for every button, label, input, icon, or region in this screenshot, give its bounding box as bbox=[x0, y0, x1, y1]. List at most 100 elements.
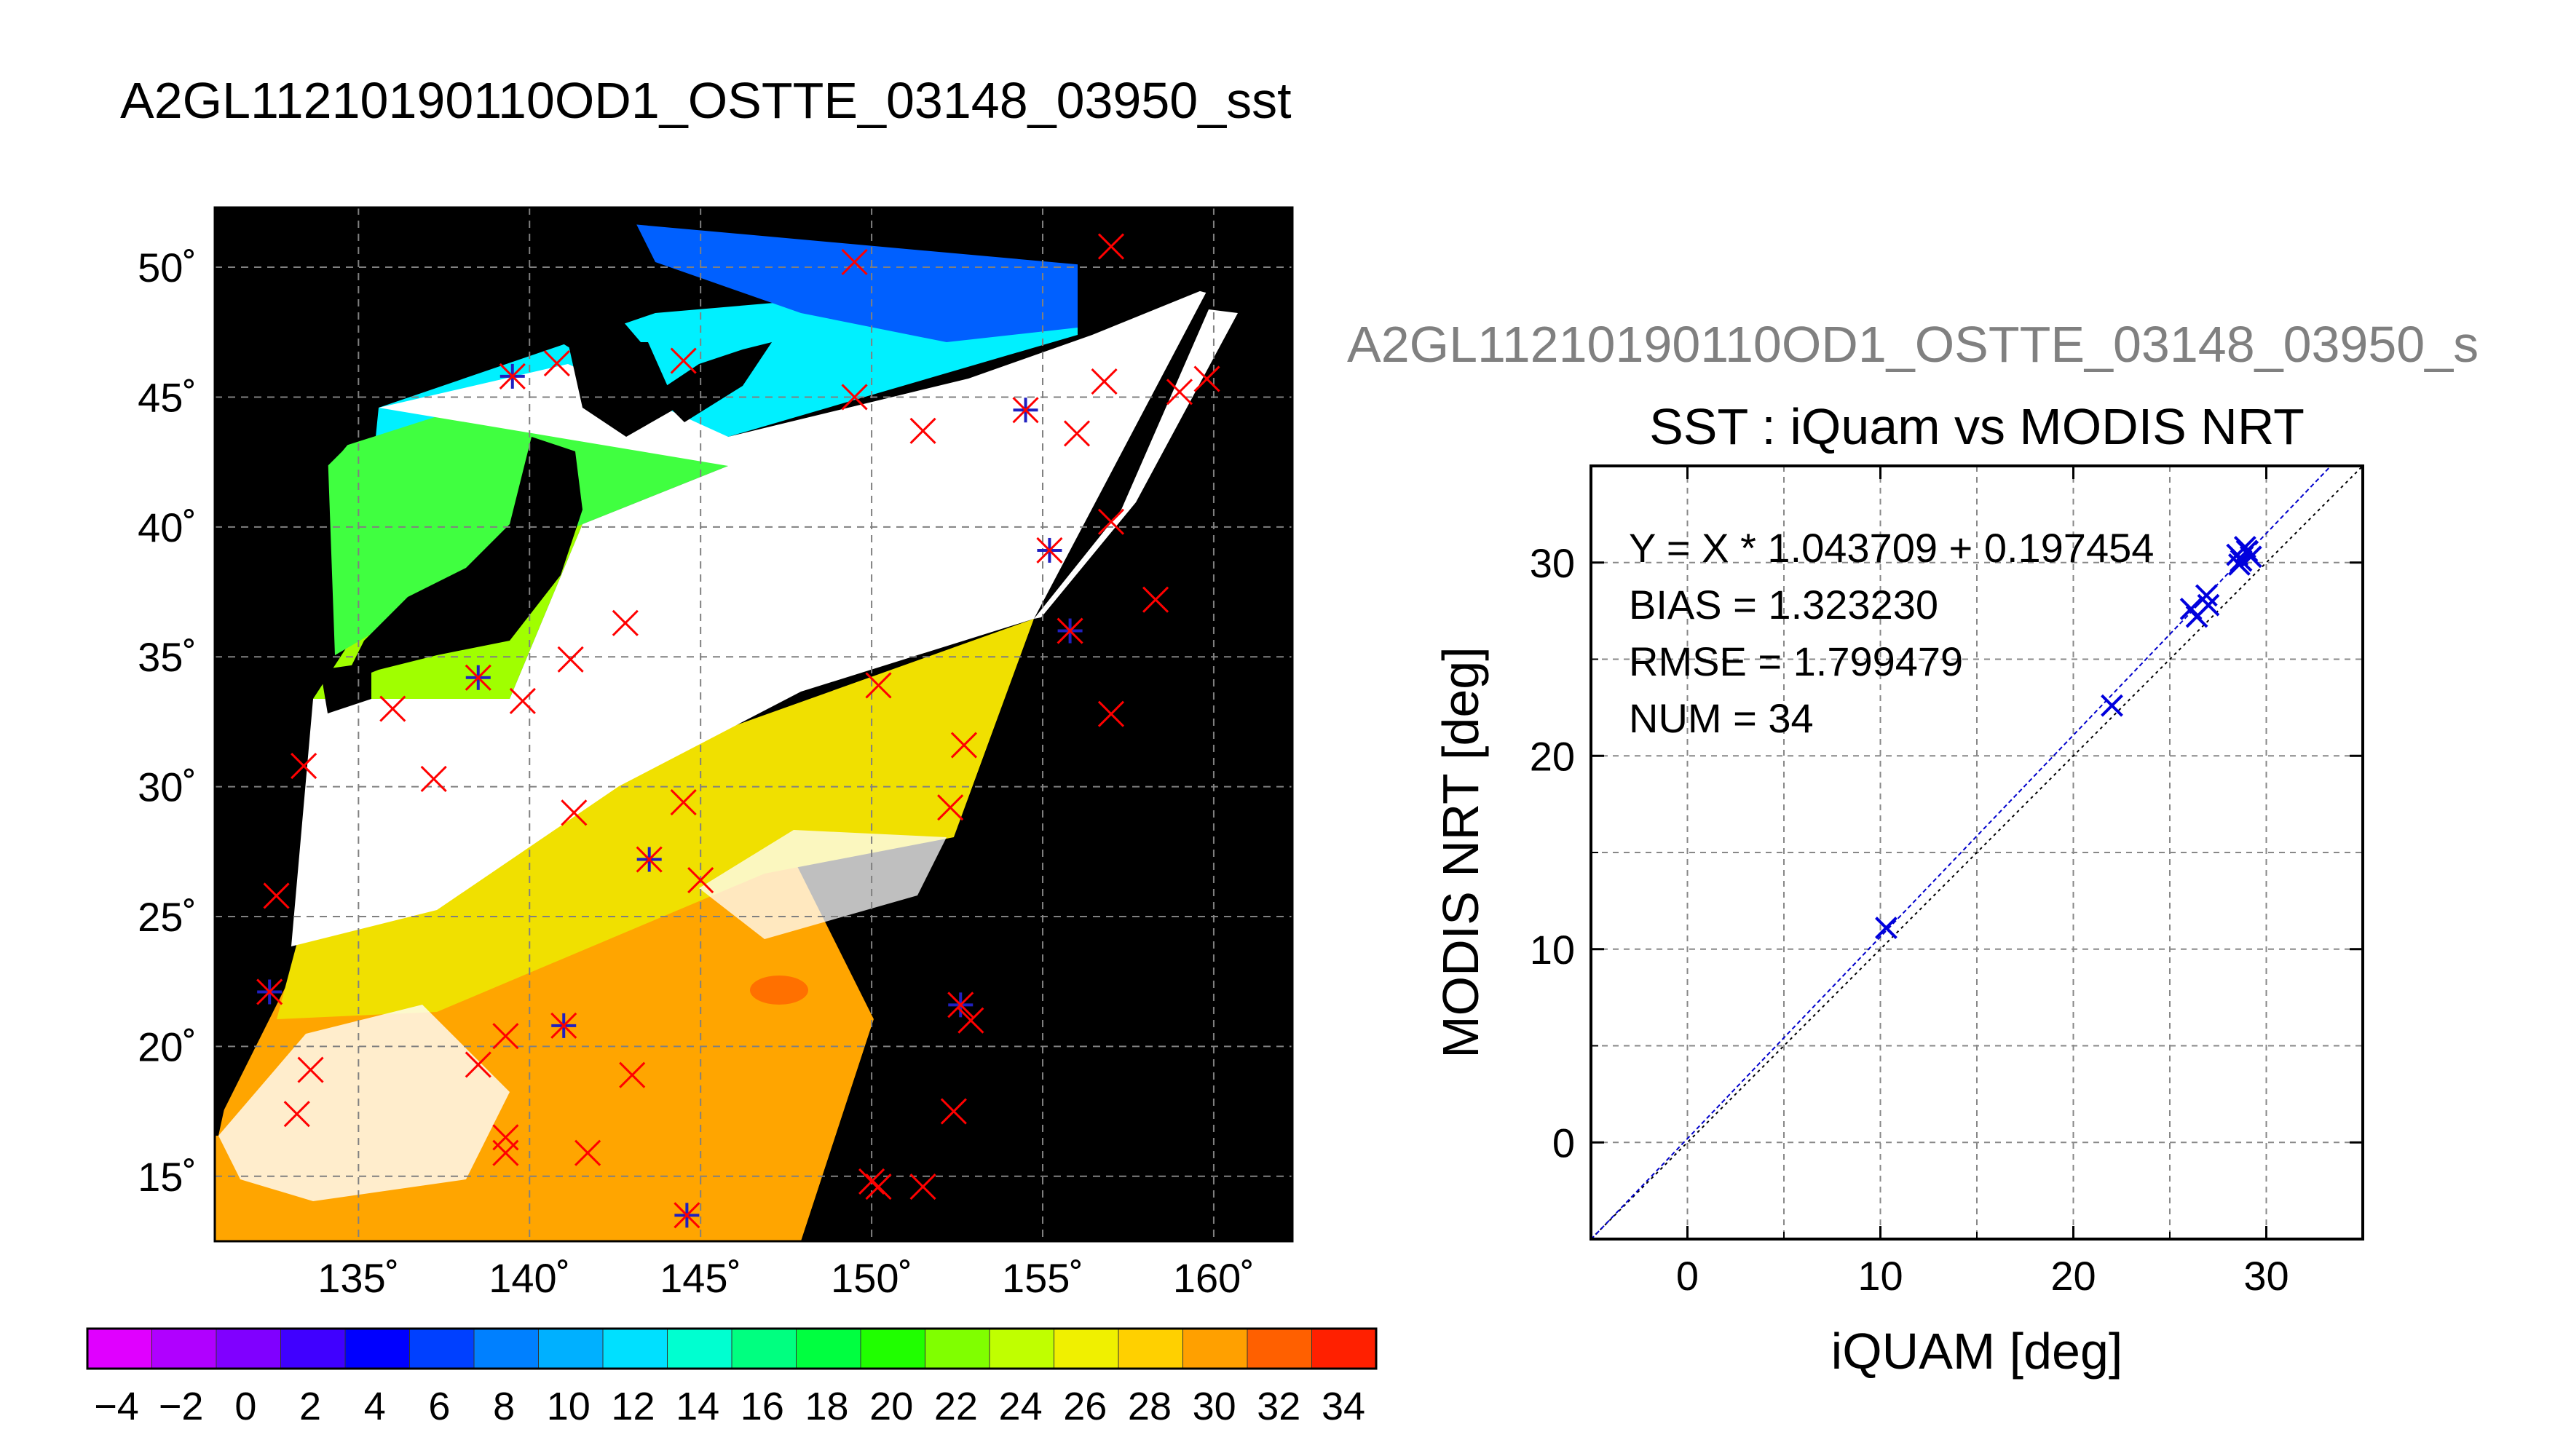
scatter-plot: SST : iQuam vs MODIS NRT 00101020203030 … bbox=[1432, 398, 2364, 1380]
y-tick-label: 20 bbox=[1530, 733, 1575, 779]
marker-stroke bbox=[670, 347, 697, 374]
marker-stroke bbox=[947, 992, 974, 1018]
marker-stroke bbox=[909, 1174, 936, 1200]
stats-annotations: Y = X * 1.043709 + 0.197454 BIAS = 1.3232… bbox=[1629, 525, 2154, 741]
matchup-marker bbox=[1097, 233, 1125, 260]
marker-stroke bbox=[950, 732, 978, 759]
identity-line bbox=[1591, 466, 2363, 1239]
matchup-marker bbox=[674, 1202, 700, 1229]
colorbar-cell bbox=[796, 1328, 861, 1369]
marker-stroke bbox=[291, 753, 317, 780]
marker-stroke bbox=[557, 646, 584, 673]
colorbar-cell bbox=[925, 1328, 990, 1369]
matchup-marker bbox=[937, 794, 964, 821]
marker-stroke bbox=[256, 978, 283, 1005]
longitude-label: 145˚ bbox=[660, 1255, 741, 1301]
figure-title: A2GL11210190110OD1_OSTTE_03148_03950_sst bbox=[120, 72, 1292, 129]
marker-stroke bbox=[619, 1061, 646, 1088]
matchup-marker bbox=[561, 799, 588, 826]
scatter-title: SST : iQuam vs MODIS NRT bbox=[1649, 398, 2305, 455]
data-point bbox=[2233, 536, 2256, 558]
warm-patch bbox=[750, 976, 808, 1005]
point-stroke bbox=[2101, 694, 2123, 717]
map-frame bbox=[213, 206, 1294, 1243]
colorbar-cell bbox=[1118, 1328, 1184, 1369]
matchup-marker bbox=[1166, 379, 1193, 405]
colorbar-frame bbox=[86, 1327, 1378, 1370]
y-axis-label: MODIS NRT [deg] bbox=[1432, 646, 1489, 1058]
marker-stroke bbox=[379, 695, 406, 722]
marker-stroke bbox=[1057, 617, 1083, 644]
marker-stroke bbox=[561, 799, 588, 826]
matchup-marker bbox=[841, 248, 868, 275]
matchup-marker bbox=[636, 846, 663, 873]
latitude-label: 45˚ bbox=[138, 374, 197, 420]
latitude-label: 20˚ bbox=[138, 1024, 197, 1069]
marker-stroke bbox=[465, 1051, 491, 1078]
marker-stroke bbox=[674, 1202, 700, 1229]
colorbar-label: 12 bbox=[611, 1385, 655, 1428]
colorbar-cell bbox=[87, 1328, 153, 1369]
matchup-marker bbox=[509, 687, 536, 714]
fit-line bbox=[1591, 466, 2332, 1239]
colorbar-label: 32 bbox=[1257, 1385, 1300, 1428]
longitude-label: 155˚ bbox=[1002, 1255, 1083, 1301]
matchup-marker bbox=[557, 646, 584, 673]
stats-annotation: BIAS = 1.323230 bbox=[1629, 582, 1938, 628]
latitude-label: 50˚ bbox=[138, 245, 197, 290]
matchup-marker bbox=[263, 882, 290, 909]
colorbar-label: 28 bbox=[1128, 1385, 1172, 1428]
colorbar-cell bbox=[989, 1328, 1055, 1369]
colorbar-label: −4 bbox=[94, 1385, 139, 1428]
data-point bbox=[2101, 694, 2123, 717]
colorbar-label: 8 bbox=[493, 1385, 515, 1428]
cloud-region-mid bbox=[699, 830, 947, 939]
marker-stroke bbox=[1142, 586, 1169, 613]
colorbar-label: 30 bbox=[1193, 1385, 1236, 1428]
stats-annotation: RMSE = 1.799479 bbox=[1629, 638, 1963, 684]
marker-stroke bbox=[550, 1012, 577, 1039]
sst-band-yellow bbox=[277, 619, 1034, 1019]
marker-stroke bbox=[670, 788, 697, 816]
matchup-marker bbox=[465, 1051, 491, 1078]
marker-stroke bbox=[1063, 420, 1091, 447]
matchup-marker bbox=[297, 1056, 324, 1083]
colorbar-cell bbox=[1247, 1328, 1313, 1369]
cloud-region-south bbox=[218, 1005, 510, 1201]
marker-stroke bbox=[841, 384, 868, 411]
marker-stroke bbox=[841, 248, 868, 275]
matchup-marker bbox=[909, 1174, 936, 1200]
point-stroke bbox=[2233, 536, 2256, 558]
marker-stroke bbox=[940, 1098, 967, 1125]
matchup-marker bbox=[865, 672, 892, 699]
x-tick-label: 0 bbox=[1676, 1253, 1699, 1299]
longitude-labels: 135˚ 140˚ 145˚ 150˚ 155˚ 160˚ bbox=[317, 1255, 1255, 1301]
matchup-marker bbox=[291, 753, 317, 780]
matchup-marker bbox=[612, 609, 639, 636]
matchup-marker bbox=[947, 992, 974, 1018]
matchup-marker bbox=[1097, 700, 1125, 727]
land-hokkaido bbox=[568, 342, 677, 437]
colorbar-cell bbox=[538, 1328, 604, 1369]
point-stroke bbox=[2195, 584, 2218, 607]
matchup-marker bbox=[670, 788, 697, 816]
marker-stroke bbox=[687, 867, 714, 894]
matchup-marker bbox=[543, 350, 570, 377]
swath-mask-east bbox=[801, 313, 1292, 1241]
point-stroke bbox=[2197, 593, 2220, 617]
land-kyushu bbox=[320, 662, 371, 713]
colorbar-label: 6 bbox=[428, 1385, 450, 1428]
matchup-marker bbox=[499, 363, 526, 389]
latitude-labels: 50˚ 45˚ 40˚ 35˚ 30˚ 25˚ 20˚ 15˚ bbox=[138, 245, 197, 1200]
colorbar-label: 26 bbox=[1063, 1385, 1107, 1428]
marker-stroke bbox=[858, 1168, 885, 1195]
colorbar-cell bbox=[667, 1328, 732, 1369]
matchup-marker bbox=[865, 1174, 892, 1200]
axis-ticks: 0 0 10 10 20 20 30 30 bbox=[1530, 466, 2363, 1299]
colorbar-label: 4 bbox=[364, 1385, 386, 1428]
colorbar-cell bbox=[1311, 1328, 1377, 1369]
marker-stroke bbox=[1091, 368, 1118, 395]
cloud-region-north bbox=[291, 288, 1209, 946]
marker-stroke bbox=[263, 882, 290, 909]
